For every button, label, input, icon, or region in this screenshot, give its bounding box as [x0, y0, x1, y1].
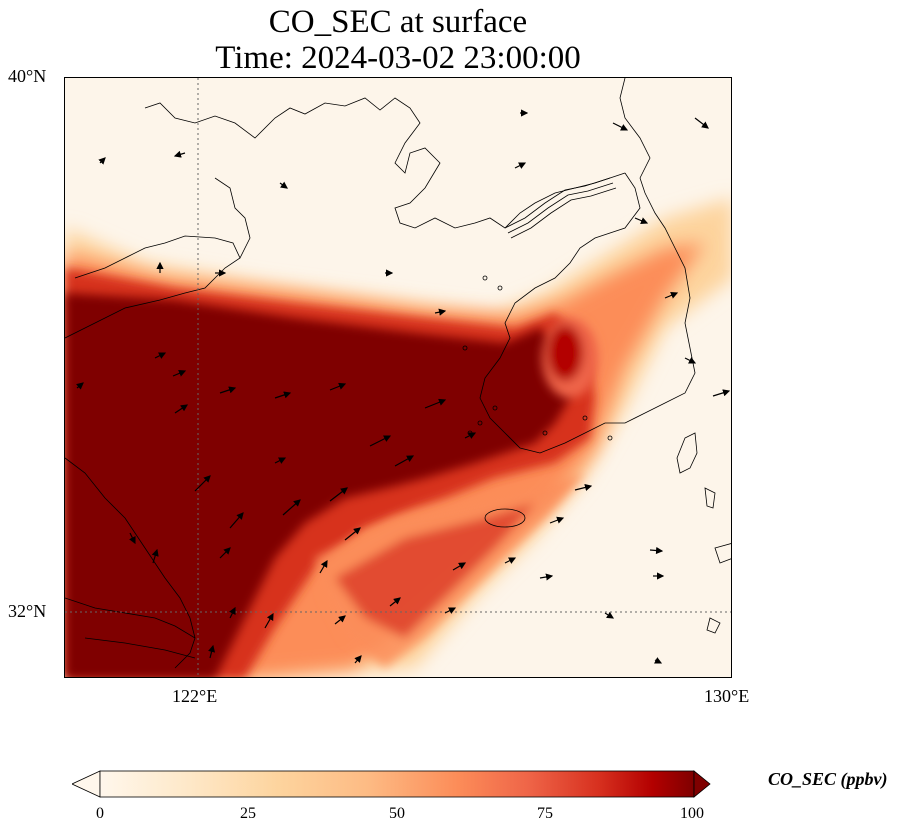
map-panel [64, 77, 732, 678]
colorbar [72, 770, 711, 798]
colorbar-gradient [99, 770, 695, 798]
concentration-field [65, 198, 731, 677]
colorbar-tick-75: 75 [537, 805, 553, 822]
field-korea-hotspot [542, 318, 598, 398]
colorbar-tick-0: 0 [96, 805, 104, 822]
colorbar-tick-25: 25 [240, 805, 256, 822]
map-canvas [65, 78, 731, 677]
field-southeast-plume [315, 473, 585, 668]
colorbar-label: CO_SEC (ppbv) [768, 769, 888, 789]
colorbar-tick-50: 50 [389, 805, 405, 822]
colorbar-tick-100: 100 [680, 805, 704, 822]
lon-label-122e: 122°E [172, 686, 218, 706]
lat-label-40n: 40°N [8, 66, 47, 86]
colorbar-min-extend [72, 770, 101, 798]
gridlines [65, 78, 731, 677]
field-peak-band [65, 293, 570, 677]
colorbar-max-extend [693, 770, 711, 798]
lon-label-130e: 130°E [704, 686, 750, 706]
lat-label-32n: 32°N [8, 601, 47, 621]
map-title-line1: CO_SEC at surface [268, 4, 528, 40]
coastlines [65, 78, 731, 669]
wind-vectors [76, 109, 731, 664]
map-title-line2: Time: 2024-03-02 23:00:00 [215, 40, 581, 76]
